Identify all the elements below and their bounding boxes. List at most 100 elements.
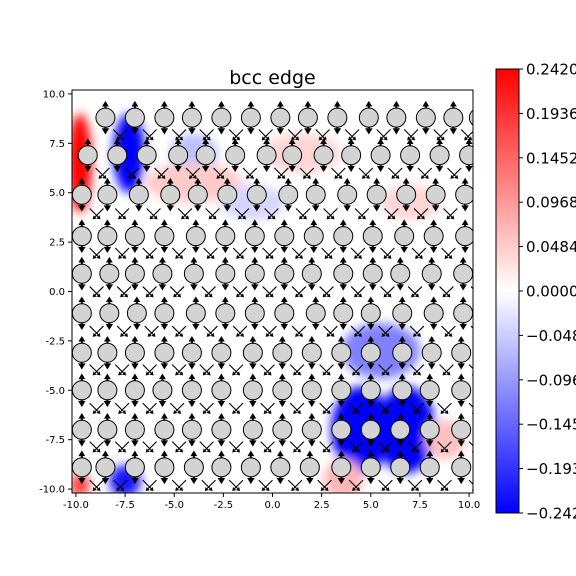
- arrow-head: [221, 284, 230, 291]
- arrow-head: [92, 254, 97, 259]
- displacement-arrow: [232, 364, 244, 376]
- arrow-head: [249, 440, 257, 447]
- displacement-arrow: [157, 167, 169, 179]
- arrow-head: [339, 256, 347, 263]
- arrow-head: [179, 254, 184, 259]
- arrow-head: [461, 219, 469, 225]
- arrow-head: [278, 335, 286, 342]
- atom: [246, 184, 267, 205]
- displacement-arrow: [354, 247, 366, 259]
- arrow-head: [192, 219, 200, 225]
- displacement-arrow: [236, 325, 248, 337]
- arrow-head: [444, 448, 449, 453]
- arrow-head: [337, 400, 346, 408]
- arrow-head: [338, 174, 343, 179]
- displacement-arrow: [145, 479, 157, 492]
- arrow-shaft: [177, 129, 187, 139]
- arrow-head: [161, 174, 166, 179]
- arrow-head: [461, 246, 469, 253]
- arrow-head: [192, 174, 197, 179]
- arrow-shaft: [383, 364, 393, 374]
- arrow-head: [236, 293, 241, 298]
- arrow-head: [192, 323, 200, 331]
- arrow-head: [347, 138, 355, 144]
- arrow-shaft: [470, 325, 473, 329]
- arrow-head: [202, 409, 207, 414]
- arrow-shaft: [151, 208, 161, 218]
- arrow-head: [280, 323, 289, 331]
- x-tick-label: 0.0: [265, 500, 281, 511]
- arrow-head: [276, 100, 284, 107]
- atom: [455, 226, 473, 247]
- arrow-head: [101, 128, 110, 135]
- arrow-head: [367, 373, 375, 380]
- colorbar-tick-label: 0.0968: [526, 194, 576, 212]
- arrow-head: [358, 215, 363, 220]
- atom: [396, 184, 417, 205]
- displacement-arrow: [472, 248, 473, 249]
- atom: [390, 457, 411, 478]
- arrow-head: [221, 246, 230, 253]
- atom: [242, 419, 263, 440]
- arrow-head: [78, 400, 86, 408]
- atom: [99, 263, 120, 284]
- arrow-shaft: [328, 208, 338, 218]
- arrow-head: [337, 363, 346, 370]
- displacement-arrow: [474, 326, 485, 337]
- atom: [313, 145, 334, 166]
- atom: [451, 380, 472, 401]
- arrow-shaft: [122, 325, 132, 335]
- arrow-head: [116, 486, 121, 492]
- arrow-head: [411, 486, 416, 492]
- arrow-head: [381, 371, 386, 376]
- arrow-head: [396, 477, 405, 485]
- arrow-head: [103, 440, 112, 447]
- arrow-head: [217, 450, 225, 457]
- arrow-head: [427, 284, 436, 291]
- arrow-head: [247, 450, 255, 457]
- arrow-head: [177, 409, 182, 414]
- arrow-head: [381, 448, 386, 453]
- arrow-head: [267, 448, 272, 453]
- displacement-arrow: [263, 364, 275, 376]
- arrow-head: [143, 138, 151, 144]
- arrow-head: [396, 412, 404, 419]
- arrow-head: [385, 448, 390, 453]
- arrow-head: [385, 371, 390, 376]
- arrow-shaft: [468, 479, 473, 485]
- arrow-head: [142, 165, 151, 172]
- arrow-head: [337, 477, 346, 485]
- arrow-head: [324, 486, 329, 492]
- arrow-head: [352, 136, 357, 141]
- arrow-shaft: [295, 364, 305, 374]
- arrow-head: [149, 215, 154, 220]
- arrow-head: [396, 440, 405, 447]
- arrow-head: [194, 205, 202, 212]
- arrow-head: [131, 450, 139, 457]
- displacement-arrow: [475, 108, 482, 135]
- colorbar-tick-label: −0.1936: [526, 460, 576, 478]
- arrow-head: [159, 256, 166, 263]
- arrow-shaft: [94, 402, 104, 412]
- displacement-arrow: [450, 167, 462, 179]
- arrow-head: [298, 293, 303, 298]
- arrow-shaft: [269, 208, 279, 218]
- atom: [154, 457, 175, 478]
- arrow-head: [457, 477, 465, 485]
- arrow-head: [312, 205, 320, 212]
- displacement-arrow: [440, 402, 452, 414]
- arrow-head: [223, 205, 232, 212]
- atom: [390, 419, 411, 440]
- arrow-head: [123, 332, 129, 337]
- atom: [72, 380, 92, 401]
- displacement-arrow: [118, 247, 130, 259]
- arrow-head: [122, 448, 127, 453]
- arrow-head: [355, 371, 360, 376]
- displacement-arrow: [208, 208, 220, 220]
- displacement-arrow: [295, 286, 307, 298]
- arrow-shaft: [147, 129, 157, 139]
- y-tick-label: -7.5: [45, 435, 65, 446]
- x-tick-label: -10.0: [63, 500, 89, 511]
- displacement-arrow: [263, 441, 275, 453]
- arrow-shaft: [419, 208, 429, 218]
